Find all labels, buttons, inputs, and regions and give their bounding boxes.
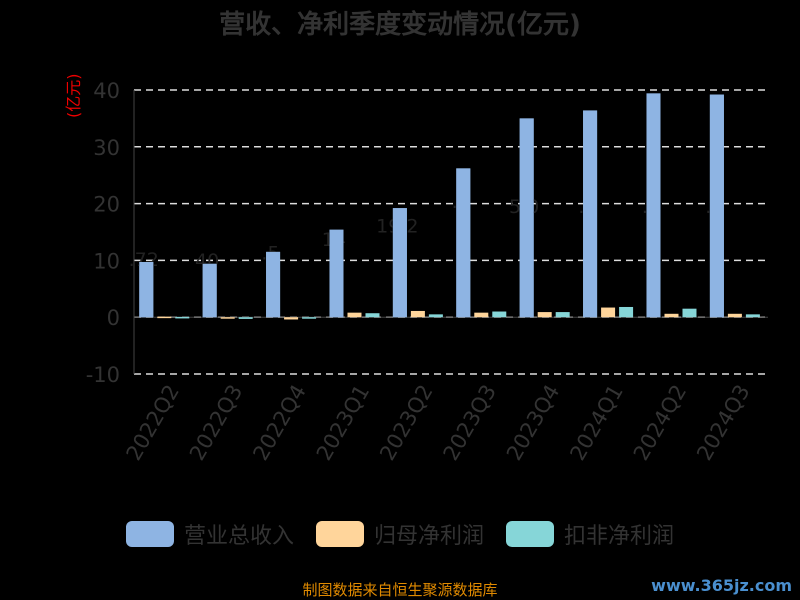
legend-swatch-deducted-profit — [506, 521, 554, 547]
bar-net-profit — [664, 313, 679, 318]
bar-revenue-overlay — [646, 93, 661, 318]
bar-net-profit — [410, 310, 425, 318]
bar-net-profit — [474, 312, 489, 318]
legend-label-deducted-profit: 扣非净利润 — [564, 524, 675, 549]
x-tick-label: 2023Q4 — [502, 381, 564, 465]
bar-revenue-overlay — [709, 94, 724, 318]
x-tick-label: 2024Q3 — [692, 381, 754, 465]
y-tick-label: 20 — [93, 193, 120, 217]
bar-deducted-profit — [175, 316, 190, 319]
legend-swatch-net-profit — [315, 521, 364, 547]
watermark: www.365jz.com — [651, 576, 792, 595]
bar-deducted-profit — [238, 317, 253, 319]
y-tick-label: 0 — [107, 306, 120, 330]
bar-revenue-overlay — [392, 208, 407, 318]
x-tick-label: 2022Q4 — [248, 381, 310, 465]
bar-revenue-overlay — [456, 168, 471, 318]
legend-item-deducted-profit[interactable]: 扣非净利润 — [506, 518, 674, 550]
bar-deducted-profit — [428, 314, 443, 318]
legend-label-revenue: 营业总收入 — [183, 524, 294, 549]
bar-net-profit — [220, 317, 235, 319]
y-tick-label: -10 — [86, 363, 120, 387]
legend-label-net-profit: 归母净利润 — [373, 524, 484, 549]
data-source-note: 制图数据来自恒生聚源数据库 — [302, 581, 498, 599]
x-tick-label: 2024Q2 — [629, 381, 691, 465]
x-tick-label: 2023Q1 — [312, 381, 374, 465]
y-tick-label: 40 — [93, 79, 120, 103]
legend-item-net-profit[interactable]: 归母净利润 — [315, 518, 484, 550]
bar-revenue-overlay — [139, 261, 154, 318]
bar-deducted-profit — [619, 306, 634, 318]
bar-deducted-profit — [302, 317, 317, 319]
bar-deducted-profit — [682, 308, 697, 318]
bar-net-profit — [157, 316, 172, 319]
x-tick-label: 2023Q2 — [375, 381, 437, 465]
bar-net-profit — [537, 312, 552, 318]
bar-net-profit — [347, 312, 362, 318]
bar-net-profit — [601, 307, 616, 318]
bar-net-profit — [284, 317, 299, 320]
bar-revenue-overlay — [329, 229, 344, 318]
bar-revenue-overlay — [202, 263, 217, 318]
bar-deducted-profit — [745, 314, 760, 318]
bar-revenue-overlay — [266, 251, 281, 318]
y-tick-label: 10 — [93, 249, 120, 273]
x-tick-label: 2024Q1 — [565, 381, 627, 465]
bar-revenue-overlay — [583, 110, 598, 318]
y-tick-label: 30 — [93, 136, 120, 160]
bar-revenue-overlay — [519, 118, 534, 318]
x-tick-label: 2023Q3 — [439, 381, 501, 465]
legend-swatch-revenue — [125, 521, 174, 547]
bar-deducted-profit — [365, 313, 380, 318]
legend-item-revenue[interactable]: 营业总收入 — [125, 518, 294, 550]
x-tick-label: 2022Q3 — [185, 381, 247, 465]
bar-deducted-profit — [555, 312, 570, 318]
chart-legend: 营业总收入 归母净利润 扣非净利润 — [0, 518, 800, 550]
bar-net-profit — [727, 313, 742, 318]
chart-title: 营收、净利季度变动情况(亿元) — [219, 10, 581, 40]
x-tick-label: 2022Q2 — [122, 381, 184, 465]
bar-deducted-profit — [492, 311, 507, 318]
